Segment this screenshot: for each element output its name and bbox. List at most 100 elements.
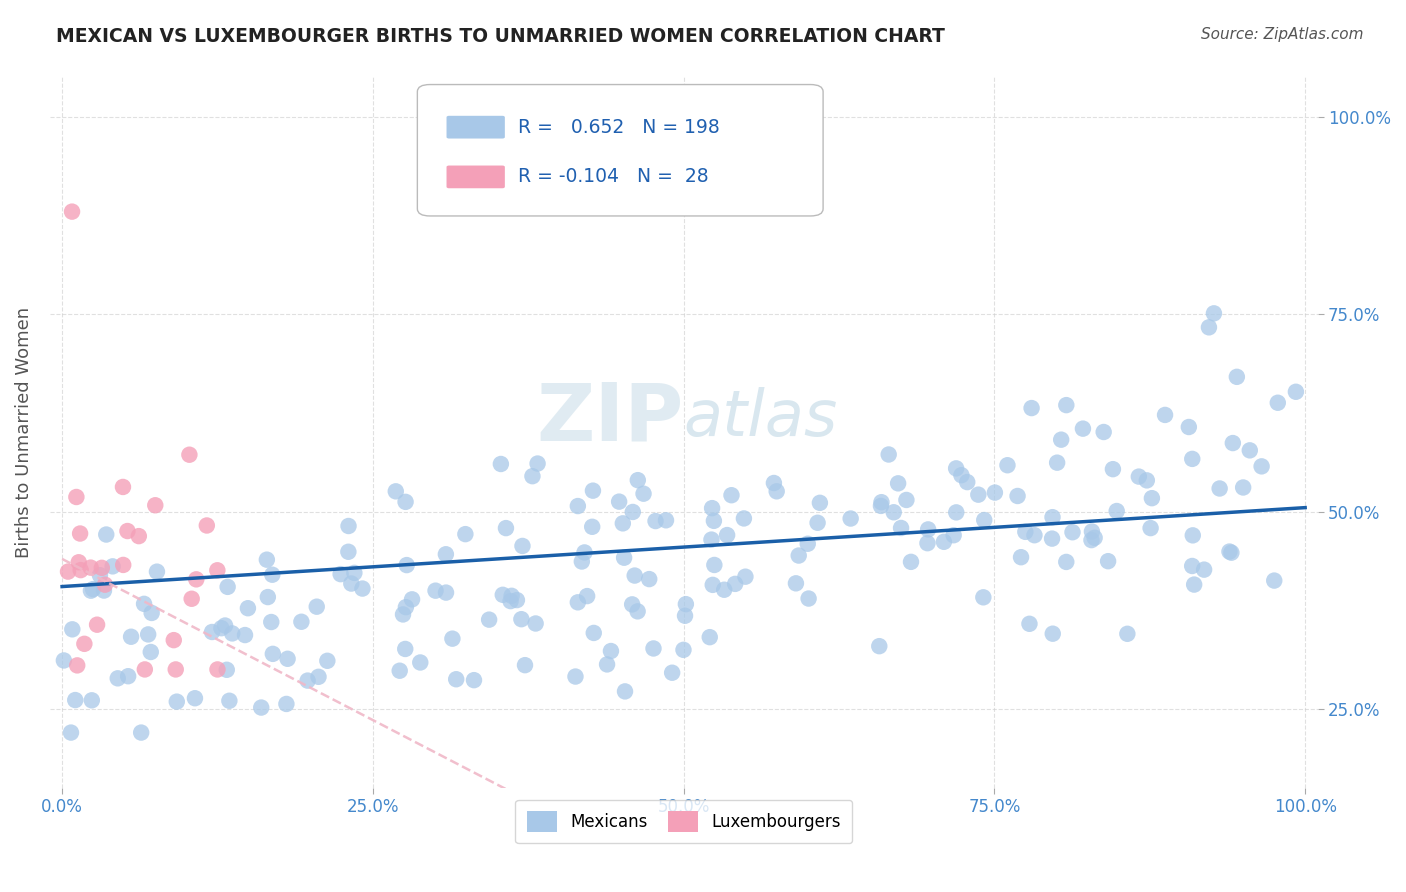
- Point: [1181, 451, 1204, 466]
- Point: [73, 637, 96, 651]
- Point: [1024, 528, 1046, 542]
- Point: [1198, 320, 1220, 334]
- Point: [900, 555, 922, 569]
- Point: [163, 633, 186, 648]
- Point: [215, 663, 238, 677]
- Text: R = -0.104   N =  28: R = -0.104 N = 28: [517, 168, 709, 186]
- Point: [1154, 408, 1177, 422]
- Point: [93, 583, 115, 598]
- Point: [839, 511, 862, 525]
- Point: [134, 662, 156, 676]
- Point: [870, 499, 893, 513]
- Point: [797, 537, 820, 551]
- Point: [1178, 420, 1201, 434]
- Point: [581, 520, 603, 534]
- Point: [132, 597, 155, 611]
- Point: [945, 461, 967, 475]
- Text: R =   0.652   N = 198: R = 0.652 N = 198: [517, 118, 720, 136]
- Point: [66, 658, 89, 673]
- Point: [567, 595, 589, 609]
- Point: [713, 582, 735, 597]
- Point: [574, 545, 596, 559]
- Point: [492, 588, 515, 602]
- Point: [101, 559, 124, 574]
- Point: [143, 498, 166, 512]
- Point: [950, 468, 973, 483]
- Point: [890, 521, 912, 535]
- Point: [463, 673, 485, 688]
- Point: [1080, 533, 1102, 548]
- Point: [673, 608, 696, 623]
- FancyBboxPatch shape: [418, 85, 823, 216]
- Point: [1263, 574, 1285, 588]
- Point: [661, 665, 683, 680]
- Point: [343, 566, 366, 580]
- Point: [1250, 459, 1272, 474]
- Point: [179, 448, 201, 462]
- Point: [256, 552, 278, 566]
- Point: [967, 488, 990, 502]
- Point: [117, 524, 139, 538]
- Point: [524, 616, 547, 631]
- Point: [277, 652, 299, 666]
- Point: [700, 501, 723, 516]
- Point: [1081, 524, 1104, 539]
- Point: [395, 558, 418, 573]
- Point: [621, 598, 644, 612]
- Point: [633, 486, 655, 500]
- Point: [89, 568, 111, 582]
- Point: [233, 628, 256, 642]
- Point: [956, 475, 979, 489]
- Point: [1267, 396, 1289, 410]
- Point: [316, 654, 339, 668]
- Point: [571, 554, 593, 568]
- Point: [69, 526, 91, 541]
- Point: [166, 695, 188, 709]
- Point: [627, 473, 650, 487]
- Point: [94, 577, 117, 591]
- Point: [1018, 616, 1040, 631]
- Point: [1084, 531, 1107, 545]
- Point: [614, 684, 637, 698]
- Point: [1092, 425, 1115, 439]
- Point: [1136, 474, 1159, 488]
- Point: [384, 484, 406, 499]
- Point: [699, 630, 721, 644]
- Point: [1192, 563, 1215, 577]
- Point: [394, 642, 416, 657]
- Point: [501, 589, 523, 603]
- Point: [675, 597, 697, 611]
- Point: [276, 697, 298, 711]
- Point: [513, 658, 536, 673]
- Point: [1054, 555, 1077, 569]
- Point: [512, 539, 534, 553]
- Point: [96, 527, 118, 541]
- Point: [65, 693, 87, 707]
- Point: [478, 613, 501, 627]
- Point: [62, 820, 84, 834]
- Point: [932, 534, 955, 549]
- Point: [883, 505, 905, 519]
- Point: [762, 475, 785, 490]
- Point: [56, 565, 79, 579]
- Point: [425, 583, 447, 598]
- Point: [337, 545, 360, 559]
- Point: [765, 484, 787, 499]
- Point: [308, 670, 330, 684]
- Point: [1222, 436, 1244, 450]
- Point: [184, 691, 207, 706]
- Point: [984, 485, 1007, 500]
- Point: [59, 725, 82, 739]
- Point: [1226, 369, 1249, 384]
- Point: [90, 561, 112, 575]
- Point: [1040, 532, 1063, 546]
- Point: [395, 600, 418, 615]
- Point: [733, 511, 755, 525]
- Point: [621, 505, 644, 519]
- Point: [1010, 550, 1032, 565]
- Point: [724, 577, 747, 591]
- Point: [111, 480, 134, 494]
- Point: [1218, 544, 1240, 558]
- Point: [86, 617, 108, 632]
- Point: [600, 644, 623, 658]
